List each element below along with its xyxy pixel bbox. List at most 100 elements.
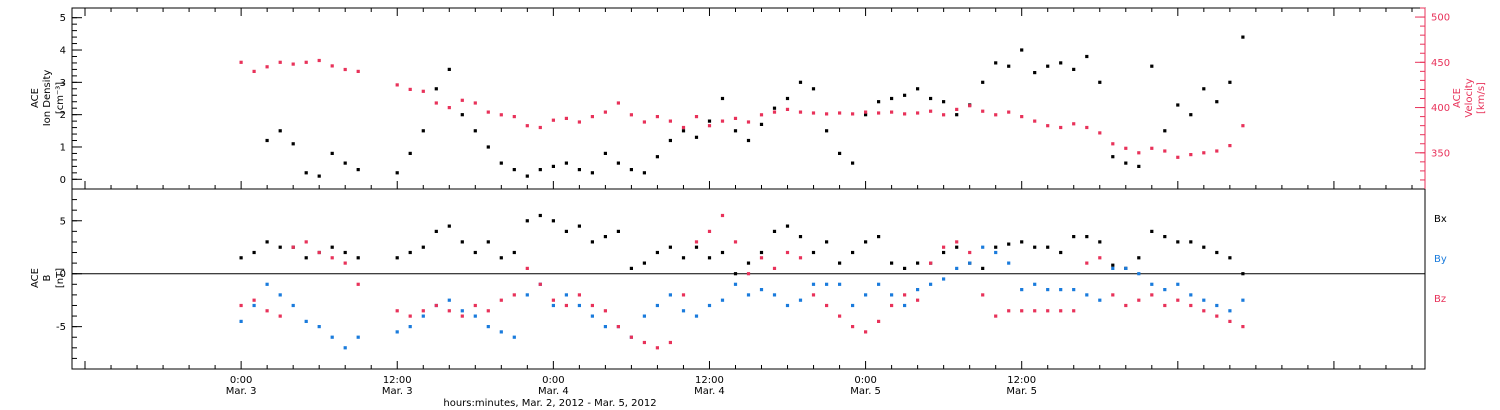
density-point: [538, 168, 542, 172]
bx-point: [1150, 229, 1154, 233]
density-point: [1033, 71, 1037, 75]
bx-point: [564, 229, 568, 233]
bx-point: [916, 261, 920, 265]
by-point: [1072, 288, 1076, 292]
density-point: [851, 161, 855, 165]
by-point: [916, 288, 920, 292]
density-point: [1085, 54, 1089, 59]
by-point: [317, 325, 321, 329]
bz-point: [1176, 298, 1180, 302]
by-point: [1020, 288, 1024, 292]
density-point: [330, 151, 334, 155]
velocity-point: [1150, 146, 1154, 150]
velocity-point: [864, 110, 868, 114]
velocity-label-line-3: [km/s]: [1476, 82, 1487, 114]
velocity-point: [1007, 110, 1011, 114]
by-point: [395, 330, 399, 334]
by-point: [720, 298, 725, 302]
by-point: [1033, 282, 1037, 286]
by-point: [942, 277, 946, 281]
x-axis-title: hours:minutes, Mar. 2, 2012 - Mar. 5, 20…: [443, 398, 656, 409]
velocity-point: [551, 118, 555, 122]
velocity-point: [408, 87, 412, 91]
by-point: [642, 314, 646, 318]
bz-point: [421, 309, 425, 313]
density-point: [616, 161, 620, 165]
bx-point: [955, 245, 959, 249]
by-point: [877, 282, 881, 286]
velocity-point: [499, 113, 503, 117]
density-point: [668, 138, 672, 143]
bx-point: [551, 219, 555, 223]
density-point: [564, 161, 568, 165]
by-point: [408, 325, 412, 329]
bx-point: [1176, 240, 1180, 244]
bx-point: [304, 256, 308, 260]
velocity-point: [304, 60, 308, 64]
velocity-point: [395, 83, 399, 87]
by-point: [486, 325, 490, 329]
bz-point: [343, 261, 347, 265]
density-point: [629, 168, 633, 172]
by-point: [356, 335, 360, 339]
density-point: [811, 87, 816, 91]
bx-point: [1072, 235, 1076, 239]
bz-point: [629, 335, 633, 339]
bx-point: [903, 266, 907, 270]
bx-point: [512, 250, 516, 255]
density-point: [825, 129, 829, 133]
bx-point: [525, 219, 529, 223]
by-point: [655, 303, 659, 308]
velocity-point: [1202, 151, 1206, 155]
by-point: [994, 250, 998, 255]
density-label-line-1: ACE: [30, 88, 41, 108]
bz-point: [434, 303, 438, 308]
density-point: [903, 93, 907, 97]
bx-point: [720, 250, 725, 255]
velocity-point: [421, 89, 425, 93]
density-point: [395, 171, 399, 175]
by-point: [1137, 272, 1141, 276]
by-point: [981, 245, 985, 249]
velocity-point: [564, 116, 568, 120]
velocity-point: [356, 69, 360, 73]
density-point: [694, 135, 699, 139]
bx-point: [759, 250, 764, 255]
bz-point: [304, 240, 308, 244]
by-point: [577, 303, 581, 308]
bz-point: [590, 303, 594, 308]
density-point: [421, 129, 425, 133]
by-point: [590, 314, 594, 318]
density-tick-label: 1: [60, 142, 66, 153]
bz-point: [981, 293, 985, 297]
by-point: [1202, 298, 1206, 302]
bz-point: [291, 245, 295, 249]
density-point: [1150, 64, 1154, 68]
velocity-point: [512, 115, 516, 119]
density-point: [1189, 113, 1193, 117]
bx-point: [798, 235, 803, 239]
bz-point: [1098, 256, 1102, 260]
bz-point: [785, 250, 790, 255]
density-point: [1176, 103, 1180, 107]
bz-point: [577, 293, 581, 297]
bz-point: [1111, 293, 1115, 297]
bz-point: [1189, 303, 1193, 308]
density-tick-label: 4: [60, 46, 66, 57]
density-point: [655, 155, 659, 159]
x-tick-time-label: 12:00: [695, 375, 724, 386]
density-point: [1020, 48, 1024, 52]
bz-point: [890, 303, 894, 308]
bx-point: [838, 261, 842, 265]
density-point: [1111, 155, 1115, 159]
velocity-point: [668, 119, 672, 123]
by-point: [473, 314, 477, 318]
bz-point: [512, 293, 516, 297]
x-tick-date-label: Mar. 3: [382, 386, 413, 397]
bz-point: [460, 314, 464, 318]
density-point: [551, 164, 555, 168]
by-point: [1228, 309, 1232, 313]
by-point: [772, 293, 777, 297]
density-point: [785, 96, 790, 101]
